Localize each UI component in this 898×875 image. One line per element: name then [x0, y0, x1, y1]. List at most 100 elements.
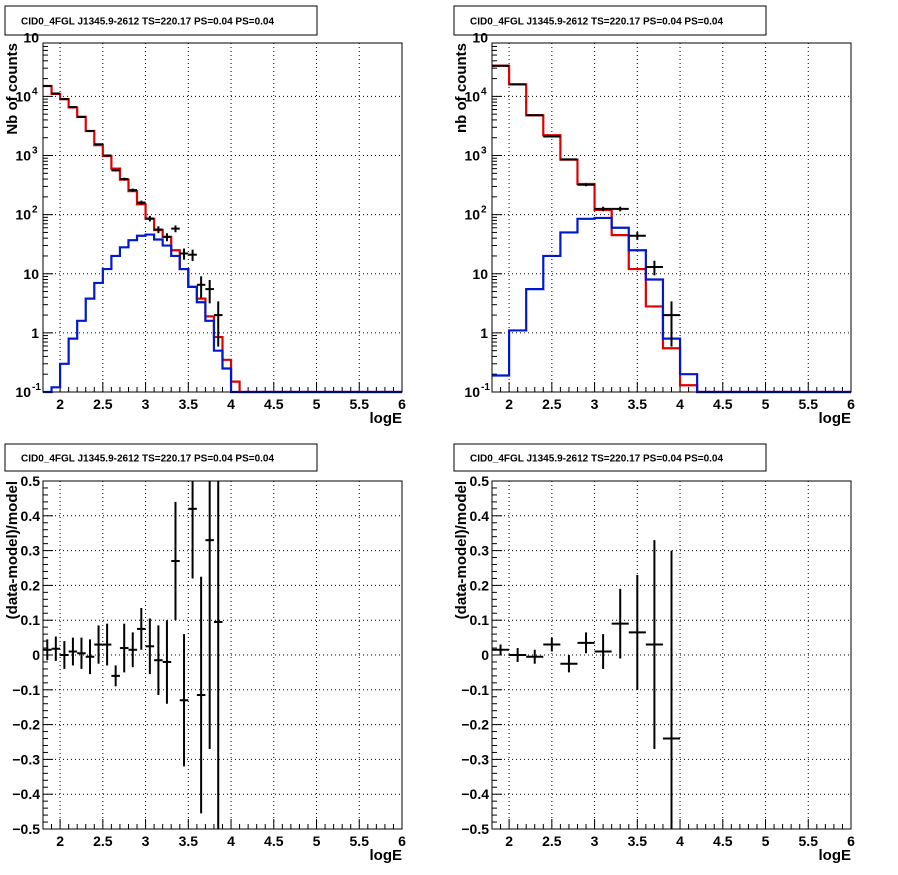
plot-frame [42, 42, 403, 393]
title-box [4, 443, 318, 472]
y-tick-label: 0 [32, 647, 40, 663]
y-tick-label: 0.2 [21, 577, 41, 593]
x-tick-label: 2 [56, 396, 64, 412]
y-tick-exponent: -1 [32, 382, 41, 393]
chart-title: CID0_4FGL J1345.9-2612 TS=220.17 PS=0.04… [470, 454, 723, 465]
x-tick-label: 3.5 [628, 833, 648, 849]
x-tick-label: 5.5 [350, 396, 370, 412]
y-axis-title: Nb of counts [4, 43, 21, 135]
y-tick-exponent: 2 [481, 205, 487, 216]
x-axis-title: logE [819, 410, 852, 427]
y-tick-label: 10 [23, 266, 39, 282]
x-tick-label: 4.5 [264, 833, 284, 849]
x-tick-label: 2 [56, 833, 64, 849]
x-tick-label: 2.5 [93, 396, 113, 412]
y-tick-label: −0.1 [461, 682, 489, 698]
x-tick-label: 6 [398, 396, 406, 412]
x-tick-label: 4.5 [264, 396, 284, 412]
chart-title: CID0_4FGL J1345.9-2612 TS=220.17 PS=0.04… [21, 17, 274, 28]
x-tick-label: 3.5 [179, 396, 199, 412]
x-tick-label: 3.5 [179, 833, 199, 849]
plot-frame [42, 480, 403, 830]
y-tick-label: 10 [472, 29, 488, 45]
x-tick-label: 2.5 [542, 833, 562, 849]
x-tick-label: 3 [142, 396, 150, 412]
y-tick-label: 10 [464, 88, 480, 104]
y-tick-label: 10 [15, 148, 31, 164]
chart-title: CID0_4FGL J1345.9-2612 TS=220.17 PS=0.04… [470, 17, 723, 28]
y-tick-exponent: -1 [481, 382, 490, 393]
y-tick-label: 0.4 [21, 508, 41, 524]
y-tick-label: −0.4 [461, 786, 489, 802]
y-tick-label: 0.1 [470, 612, 490, 628]
x-tick-label: 5 [762, 396, 770, 412]
plot-frame [491, 42, 852, 393]
x-tick-label: 4 [676, 396, 684, 412]
x-tick-label: 5 [762, 833, 770, 849]
title-box [4, 5, 318, 36]
y-tick-label: 0.3 [21, 543, 41, 559]
residual-panel-right: CID0_4FGL J1345.9-2612 TS=220.17 PS=0.04… [453, 443, 855, 864]
spectrum-panel-left: CID0_4FGL J1345.9-2612 TS=220.17 PS=0.04… [4, 5, 406, 427]
y-tick-label: 10 [464, 148, 480, 164]
x-tick-label: 6 [847, 833, 855, 849]
y-tick-label: 0.5 [470, 473, 490, 489]
y-tick-exponent: 3 [481, 146, 487, 157]
y-axis-title: (data-model)/model [4, 481, 21, 619]
title-box [453, 443, 767, 472]
x-tick-label: 5 [313, 396, 321, 412]
y-tick-label: 1 [31, 325, 39, 341]
y-tick-label: −0.2 [461, 717, 489, 733]
y-tick-label: 10 [464, 207, 480, 223]
y-tick-label: 10 [15, 88, 31, 104]
y-tick-label: 0 [481, 647, 489, 663]
y-tick-label: 0.3 [470, 543, 490, 559]
y-tick-label: 1 [480, 325, 488, 341]
x-tick-label: 4 [227, 833, 235, 849]
x-tick-label: 2.5 [93, 833, 113, 849]
x-tick-label: 2 [505, 833, 513, 849]
x-tick-label: 5.5 [799, 396, 819, 412]
residual-panel-left: CID0_4FGL J1345.9-2612 TS=220.17 PS=0.04… [4, 443, 406, 864]
y-tick-label: −0.5 [461, 821, 489, 837]
y-tick-label: −0.5 [12, 821, 40, 837]
y-tick-label: 0.4 [470, 508, 490, 524]
y-axis-title: (data-model)/model [453, 481, 470, 619]
y-tick-label: 0.2 [470, 577, 490, 593]
x-tick-label: 6 [398, 833, 406, 849]
y-tick-exponent: 3 [32, 146, 38, 157]
x-tick-label: 2 [505, 396, 513, 412]
y-tick-exponent: 4 [32, 86, 38, 97]
x-tick-label: 3 [591, 396, 599, 412]
y-tick-label: 10 [472, 266, 488, 282]
y-tick-label: 10 [23, 29, 39, 45]
y-tick-exponent: 4 [481, 86, 487, 97]
y-axis-title: nb of counts [453, 43, 470, 133]
x-tick-label: 3.5 [628, 396, 648, 412]
x-tick-label: 5.5 [799, 833, 819, 849]
x-tick-label: 3 [591, 833, 599, 849]
x-tick-label: 2.5 [542, 396, 562, 412]
y-tick-label: −0.2 [12, 717, 40, 733]
y-tick-label: 0.1 [21, 612, 41, 628]
plot-frame [491, 480, 852, 830]
y-tick-label: 10 [15, 384, 31, 400]
x-axis-title: logE [819, 847, 852, 864]
x-tick-label: 4 [227, 396, 235, 412]
x-tick-label: 5 [313, 833, 321, 849]
x-axis-title: logE [370, 847, 403, 864]
x-tick-label: 3 [142, 833, 150, 849]
x-tick-label: 6 [847, 396, 855, 412]
y-tick-label: 10 [464, 384, 480, 400]
chart-title: CID0_4FGL J1345.9-2612 TS=220.17 PS=0.04… [21, 454, 274, 465]
y-tick-label: −0.1 [12, 682, 40, 698]
y-tick-label: −0.4 [12, 786, 40, 802]
y-tick-label: 10 [15, 207, 31, 223]
y-tick-label: −0.3 [12, 751, 40, 767]
spectrum-panel-right: CID0_4FGL J1345.9-2612 TS=220.17 PS=0.04… [453, 5, 855, 427]
x-axis-title: logE [370, 410, 403, 427]
x-tick-label: 5.5 [350, 833, 370, 849]
y-tick-exponent: 2 [32, 205, 38, 216]
